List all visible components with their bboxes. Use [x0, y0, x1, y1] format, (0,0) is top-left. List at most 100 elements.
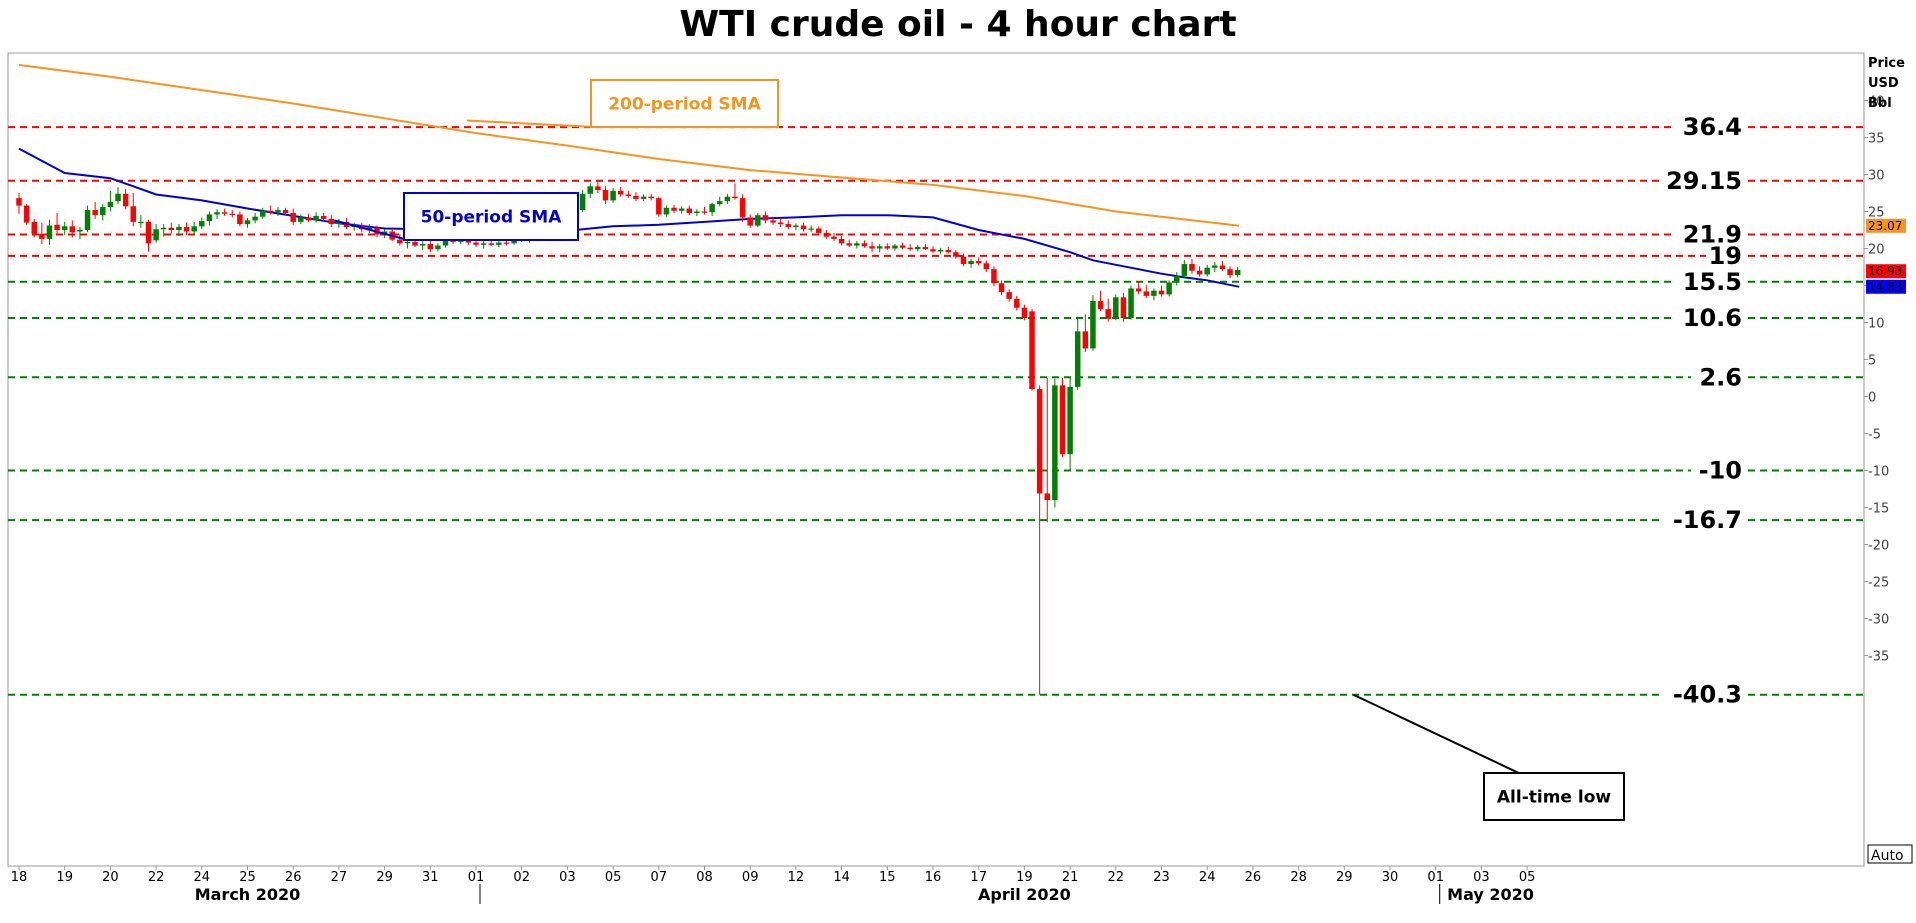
candle: [259, 207, 266, 219]
candle-body: [831, 236, 837, 239]
candle-body: [435, 245, 441, 250]
time-tick-label: 05: [605, 870, 622, 885]
level-label-backdrop: [1676, 114, 1744, 141]
level-label: 36.4: [1683, 113, 1742, 141]
annotation-pointer: [334, 219, 409, 241]
candle: [945, 247, 951, 254]
candle-body: [1113, 297, 1119, 319]
price-tick-label: 25: [1868, 206, 1885, 221]
candle: [1135, 281, 1142, 295]
candle: [709, 202, 715, 216]
candle: [1120, 292, 1127, 322]
time-tick-label: 02: [513, 870, 530, 885]
candle-body: [1143, 291, 1150, 296]
candle-body: [922, 247, 929, 250]
candle: [755, 212, 761, 228]
candle: [854, 241, 860, 249]
time-tick-label: 26: [285, 870, 302, 885]
time-tick-label: 22: [1108, 870, 1125, 885]
candlesticks: [16, 179, 1241, 695]
candle: [991, 266, 997, 287]
candle-body: [915, 247, 921, 250]
candle: [31, 218, 37, 238]
candle: [793, 223, 799, 230]
candle-body: [823, 232, 830, 237]
candle: [998, 280, 1005, 296]
candle: [983, 260, 990, 273]
candle: [1219, 261, 1226, 271]
candle: [816, 226, 822, 236]
level-label: -40.3: [1673, 681, 1742, 709]
candle: [336, 218, 342, 228]
price-tick-label: 20: [1868, 243, 1885, 258]
candle-body: [899, 245, 906, 248]
candle: [100, 204, 106, 221]
time-tick-label: 23: [1153, 870, 1170, 885]
level-label-backdrop: [1676, 305, 1744, 332]
candle: [869, 241, 875, 253]
candle: [1090, 295, 1096, 351]
candle: [168, 222, 175, 234]
candle-body: [46, 225, 53, 239]
candle: [92, 201, 98, 219]
level-label-backdrop: [1661, 507, 1744, 534]
candle: [160, 224, 167, 237]
candle-body: [701, 211, 708, 213]
price-tick-label: -20: [1868, 539, 1889, 554]
candle: [876, 244, 883, 253]
candle-body: [23, 205, 30, 223]
time-tick-label: 01: [468, 870, 485, 885]
candle: [1067, 376, 1073, 471]
annotation-label: 50-period SMA: [421, 208, 563, 228]
candle-body: [404, 241, 411, 244]
candle: [884, 243, 891, 250]
candle-body: [869, 246, 875, 249]
candle-body: [107, 201, 114, 208]
time-tick-label: 20: [102, 870, 119, 885]
candle-body: [122, 193, 129, 207]
annotation-box: [590, 79, 779, 128]
candle: [77, 227, 83, 239]
candle: [1181, 260, 1188, 279]
candle: [1082, 314, 1089, 353]
candle-body: [16, 198, 22, 206]
candle: [602, 186, 609, 205]
candle-body: [199, 221, 205, 227]
candle: [610, 187, 616, 203]
candle-body: [785, 224, 792, 228]
candle-body: [892, 245, 898, 249]
candle-body: [298, 217, 304, 222]
candle: [221, 208, 228, 216]
candle-body: [998, 283, 1005, 293]
candle-body: [854, 243, 860, 246]
candle: [762, 211, 769, 224]
candle-body: [846, 243, 852, 246]
level-label-backdrop: [1661, 167, 1744, 194]
candle-body: [77, 230, 83, 232]
candle-body: [633, 195, 639, 199]
candle: [305, 213, 312, 222]
price-tick-label: -35: [1868, 650, 1889, 665]
candle: [937, 247, 944, 255]
candle-body: [739, 198, 746, 218]
candle-body: [968, 261, 974, 265]
candle: [640, 194, 647, 202]
candle: [84, 205, 91, 233]
candle: [686, 205, 693, 216]
auto-scale-button[interactable]: Auto: [1867, 844, 1913, 864]
time-tick-label: 15: [879, 870, 896, 885]
candle: [138, 215, 144, 228]
candle-body: [54, 224, 60, 230]
time-tick-label: 21: [1062, 870, 1079, 885]
candle-body: [595, 186, 601, 191]
auto-scale-label[interactable]: Auto: [1871, 848, 1904, 864]
time-tick-label: 09: [742, 870, 759, 885]
level-label-backdrop: [1706, 242, 1744, 269]
candle: [701, 207, 708, 215]
candle: [244, 218, 251, 228]
candle: [861, 240, 868, 248]
price-badge: [1866, 264, 1906, 279]
candle-body: [1067, 386, 1073, 455]
price-tick-label: -30: [1868, 613, 1889, 628]
price-tick-label: -10: [1868, 465, 1889, 480]
